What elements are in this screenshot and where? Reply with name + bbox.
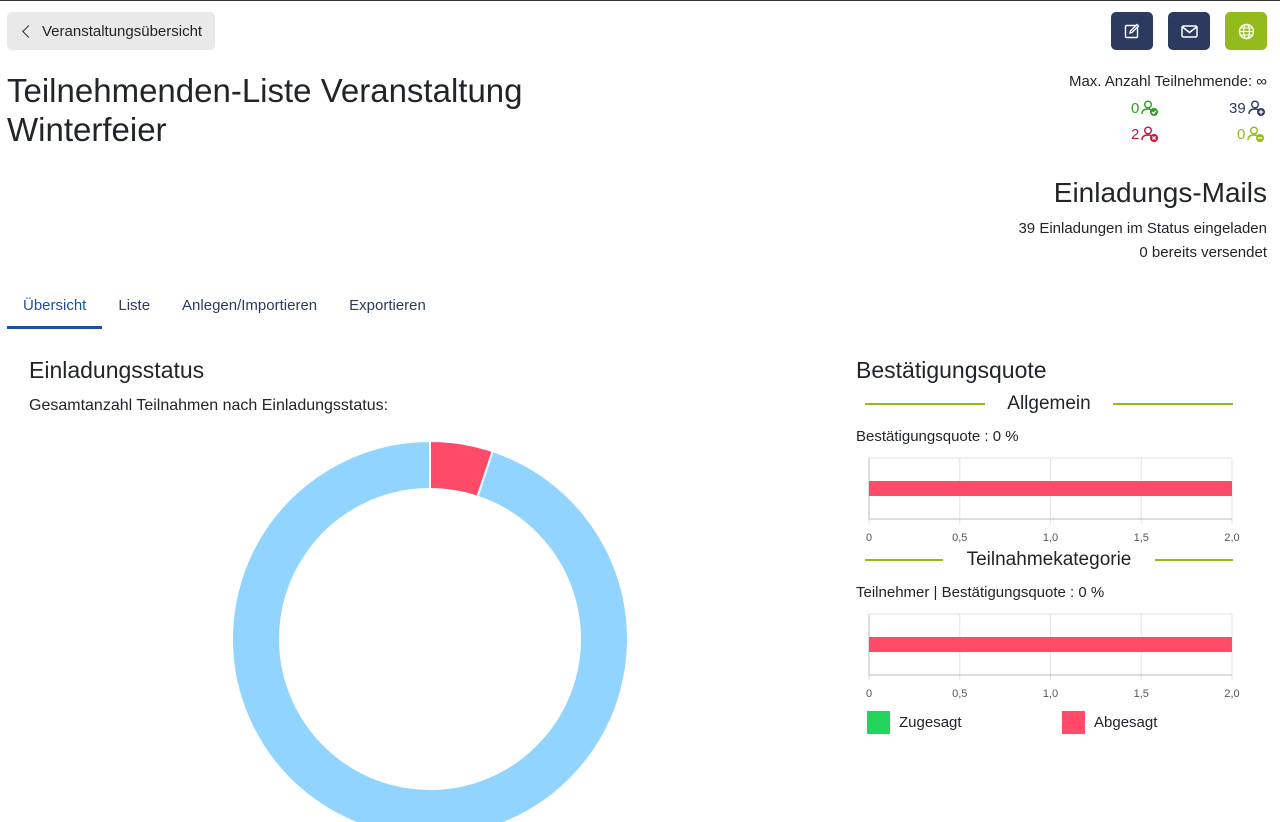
general-heading-label: Allgemein: [1007, 393, 1091, 414]
declined-count: 2: [1131, 125, 1159, 143]
back-button-label: Veranstaltungsübersicht: [42, 22, 203, 40]
x-tick-label: 1,0: [1043, 688, 1058, 700]
invitation-status-title: Einladungsstatus: [29, 357, 205, 383]
invitation-status-subtitle: Gesamtanzahl Teilnahmen nach Einladungss…: [29, 397, 389, 414]
donut-slice-eingeladen[interactable]: [231, 439, 629, 822]
x-tick-label: 2,0: [1224, 688, 1239, 700]
legend-item-confirmed[interactable]: Zugesagt: [867, 711, 962, 734]
mails-sent: 0 bereits versendet: [1139, 244, 1267, 261]
category-rate-label: Teilnehmer | Bestätigungsquote : 0 %: [856, 584, 1105, 601]
x-tick-label: 0,5: [952, 688, 967, 700]
x-tick-label: 0: [866, 532, 872, 544]
mails-title: Einladungs-Mails: [1053, 177, 1267, 208]
tab-list[interactable]: Liste: [118, 297, 151, 314]
general-bar-chart: 0 0,5 1,0 1,5 2,0: [866, 457, 1240, 544]
mails-invited-status: 39 Einladungen im Status eingeladen: [1018, 220, 1267, 237]
confirmation-rate-title: Bestätigungsquote: [856, 357, 1047, 383]
pending-count: 0: [1237, 125, 1265, 143]
envelope-icon: [1180, 24, 1198, 38]
user-x-icon: [1141, 126, 1159, 142]
tab-export[interactable]: Exportieren: [349, 297, 426, 314]
x-tick-label: 2,0: [1224, 532, 1239, 544]
user-minus-icon: [1247, 126, 1265, 142]
general-rate-label: Bestätigungsquote : 0 %: [856, 428, 1019, 445]
legend-swatch: [867, 711, 890, 734]
back-button[interactable]: Veranstaltungsübersicht: [7, 12, 216, 50]
x-tick-label: 0,5: [952, 532, 967, 544]
invited-count-value: 39: [1229, 99, 1246, 117]
confirmed-count: 0: [1131, 99, 1159, 117]
x-tick-label: 1,5: [1134, 532, 1149, 544]
category-bar-chart: 0 0,5 1,0 1,5 2,0: [866, 613, 1240, 700]
legend-label: Abgesagt: [1094, 714, 1158, 731]
x-tick-label: 1,5: [1134, 688, 1149, 700]
top-actions: [1111, 12, 1267, 50]
tab-bar: Übersicht Liste Anlegen/Importieren Expo…: [7, 293, 442, 329]
edit-icon: [1124, 23, 1140, 39]
category-heading: Teilnahmekategorie: [865, 549, 1233, 571]
page-title: Teilnehmenden-Liste Veranstaltung Winter…: [7, 72, 523, 148]
user-check-icon: [1141, 100, 1159, 116]
mail-button[interactable]: [1168, 12, 1210, 50]
user-plus-icon: [1247, 100, 1265, 116]
divider-line: [865, 403, 985, 405]
category-heading-label: Teilnahmekategorie: [966, 549, 1132, 570]
declined-count-value: 2: [1131, 125, 1140, 143]
invited-count: 39: [1229, 99, 1266, 117]
general-heading: Allgemein: [865, 393, 1233, 415]
divider-line: [1113, 403, 1233, 405]
web-button[interactable]: [1225, 12, 1267, 50]
chevron-left-icon: [22, 24, 35, 38]
tab-overview[interactable]: Übersicht: [7, 293, 103, 329]
legend-swatch: [1062, 711, 1085, 734]
x-tick-label: 0: [866, 688, 872, 700]
bar-abgesagt[interactable]: [869, 481, 1232, 496]
legend-label: Zugesagt: [899, 714, 962, 731]
legend-item-declined[interactable]: Abgesagt: [1062, 711, 1157, 734]
pending-count-value: 0: [1237, 125, 1246, 143]
confirmed-count-value: 0: [1131, 99, 1140, 117]
globe-icon: [1238, 23, 1254, 39]
edit-button[interactable]: [1111, 12, 1153, 50]
max-participants: Max. Anzahl Teilnehmende: ∞: [1068, 73, 1267, 90]
divider-line: [1155, 559, 1233, 561]
divider-line: [865, 559, 943, 561]
bar-abgesagt[interactable]: [869, 637, 1232, 652]
donut-chart: [231, 439, 629, 822]
x-tick-label: 1,0: [1043, 532, 1058, 544]
tab-create-import[interactable]: Anlegen/Importieren: [182, 297, 318, 314]
